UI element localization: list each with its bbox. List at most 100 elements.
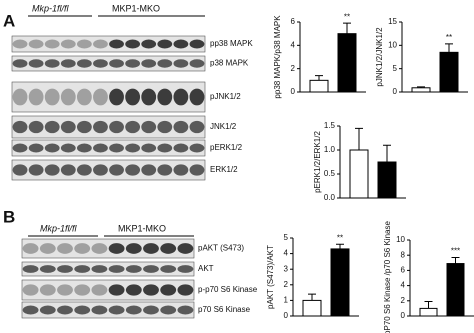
- y-tick-label: 1.0: [324, 145, 336, 154]
- blot-label: p70 S6 Kinase: [198, 305, 251, 314]
- blot-band: [76, 88, 92, 106]
- y-tick-label: 1: [284, 296, 289, 305]
- blot-band: [22, 305, 39, 315]
- blot: [11, 139, 206, 157]
- blot-band: [189, 164, 205, 176]
- blot-band: [57, 243, 73, 254]
- group-label: Mkp-1fl/fl: [40, 223, 78, 233]
- blot-band: [160, 265, 177, 273]
- blot-band: [93, 164, 108, 176]
- blot-band: [189, 143, 205, 153]
- error-bar: [417, 86, 425, 88]
- blot-band: [108, 243, 125, 254]
- blot-band: [93, 143, 108, 153]
- blot-band: [60, 143, 76, 153]
- blot-band: [157, 59, 173, 68]
- blot-band: [28, 120, 44, 134]
- y-axis-label: pAKT (S473)/AKT: [266, 245, 275, 309]
- blot-band: [157, 39, 173, 49]
- blot-band: [125, 265, 142, 273]
- bar: [439, 51, 459, 93]
- blot-band: [109, 143, 124, 153]
- blot-band: [39, 284, 56, 296]
- panel-letter: A: [3, 11, 15, 30]
- blot-band: [141, 164, 157, 176]
- blot-band: [160, 243, 177, 254]
- blot-band: [12, 164, 28, 176]
- y-tick-label: 2: [284, 280, 289, 289]
- y-tick-label: 0.0: [324, 193, 336, 202]
- bar: [330, 248, 350, 317]
- y-axis-label: pERK1/2/ERK1/2: [313, 131, 322, 193]
- blot-band: [189, 59, 205, 68]
- blot-label: JNK1/2: [210, 122, 237, 131]
- blot-band: [141, 143, 157, 153]
- blot-band: [157, 164, 173, 176]
- y-tick-label: 3: [284, 264, 289, 273]
- bar: [446, 263, 465, 317]
- blot-band: [108, 284, 125, 296]
- blot-band: [44, 59, 60, 68]
- y-axis-label: pP70 S6 Kinase /p70 S6 Kinase: [383, 221, 392, 333]
- blot-band: [93, 88, 108, 106]
- significance: ***: [451, 247, 460, 256]
- error-bar: [424, 301, 433, 309]
- bar: [302, 299, 322, 317]
- blot-band: [141, 120, 157, 134]
- blot-band: [189, 39, 205, 49]
- blot-band: [125, 120, 141, 134]
- blot-band: [91, 265, 108, 273]
- error-bar: [445, 43, 453, 53]
- blot-band: [60, 164, 76, 176]
- group-label: Mkp-1fl/fl: [32, 3, 70, 13]
- error-bar: [383, 144, 391, 162]
- y-axis-label: pp38 MAPK/p38 MAPK: [273, 15, 282, 99]
- blot-label: pERK1/2: [210, 143, 243, 152]
- blot-band: [91, 305, 108, 315]
- y-tick-label: 4: [284, 249, 289, 258]
- blot-band: [143, 265, 159, 273]
- blot-band: [108, 265, 125, 273]
- bar: [309, 79, 329, 93]
- blot-band: [143, 243, 159, 254]
- blot-band: [173, 88, 189, 106]
- blot-band: [109, 59, 124, 68]
- blot-band: [28, 59, 44, 68]
- bar: [377, 161, 397, 199]
- group-label: MKP1-MKO: [112, 3, 160, 13]
- blot-band: [60, 39, 76, 49]
- blot-band: [125, 243, 142, 254]
- error-bar: [451, 256, 460, 264]
- blot-band: [76, 59, 92, 68]
- blot-band: [28, 88, 44, 106]
- blot-label: pAKT (S473): [198, 244, 244, 253]
- bar: [337, 33, 357, 93]
- blot-band: [109, 120, 124, 134]
- bar: [419, 307, 438, 317]
- blot-band: [44, 120, 60, 134]
- blot-band: [57, 265, 73, 273]
- y-tick-label: 5: [284, 233, 289, 242]
- blot-band: [160, 305, 177, 315]
- blot-band: [109, 164, 124, 176]
- y-tick-label: 0: [393, 87, 398, 96]
- group-label: MKP1-MKO: [118, 223, 166, 233]
- y-axis-label: pJNK1/2/JNK1/2: [375, 27, 384, 87]
- blot: [11, 35, 206, 53]
- blot-band: [12, 59, 28, 68]
- blot-band: [76, 120, 92, 134]
- blot-band: [44, 143, 60, 153]
- blot-band: [12, 39, 28, 49]
- blot-band: [173, 59, 189, 68]
- blot-band: [143, 305, 159, 315]
- blot: [11, 81, 206, 113]
- blot-band: [76, 164, 92, 176]
- bar: [349, 149, 369, 199]
- blot-band: [74, 284, 91, 296]
- blot-band: [157, 143, 173, 153]
- blot-band: [28, 164, 44, 176]
- blot-band: [141, 59, 157, 68]
- blot-band: [125, 39, 141, 49]
- blot-band: [93, 59, 108, 68]
